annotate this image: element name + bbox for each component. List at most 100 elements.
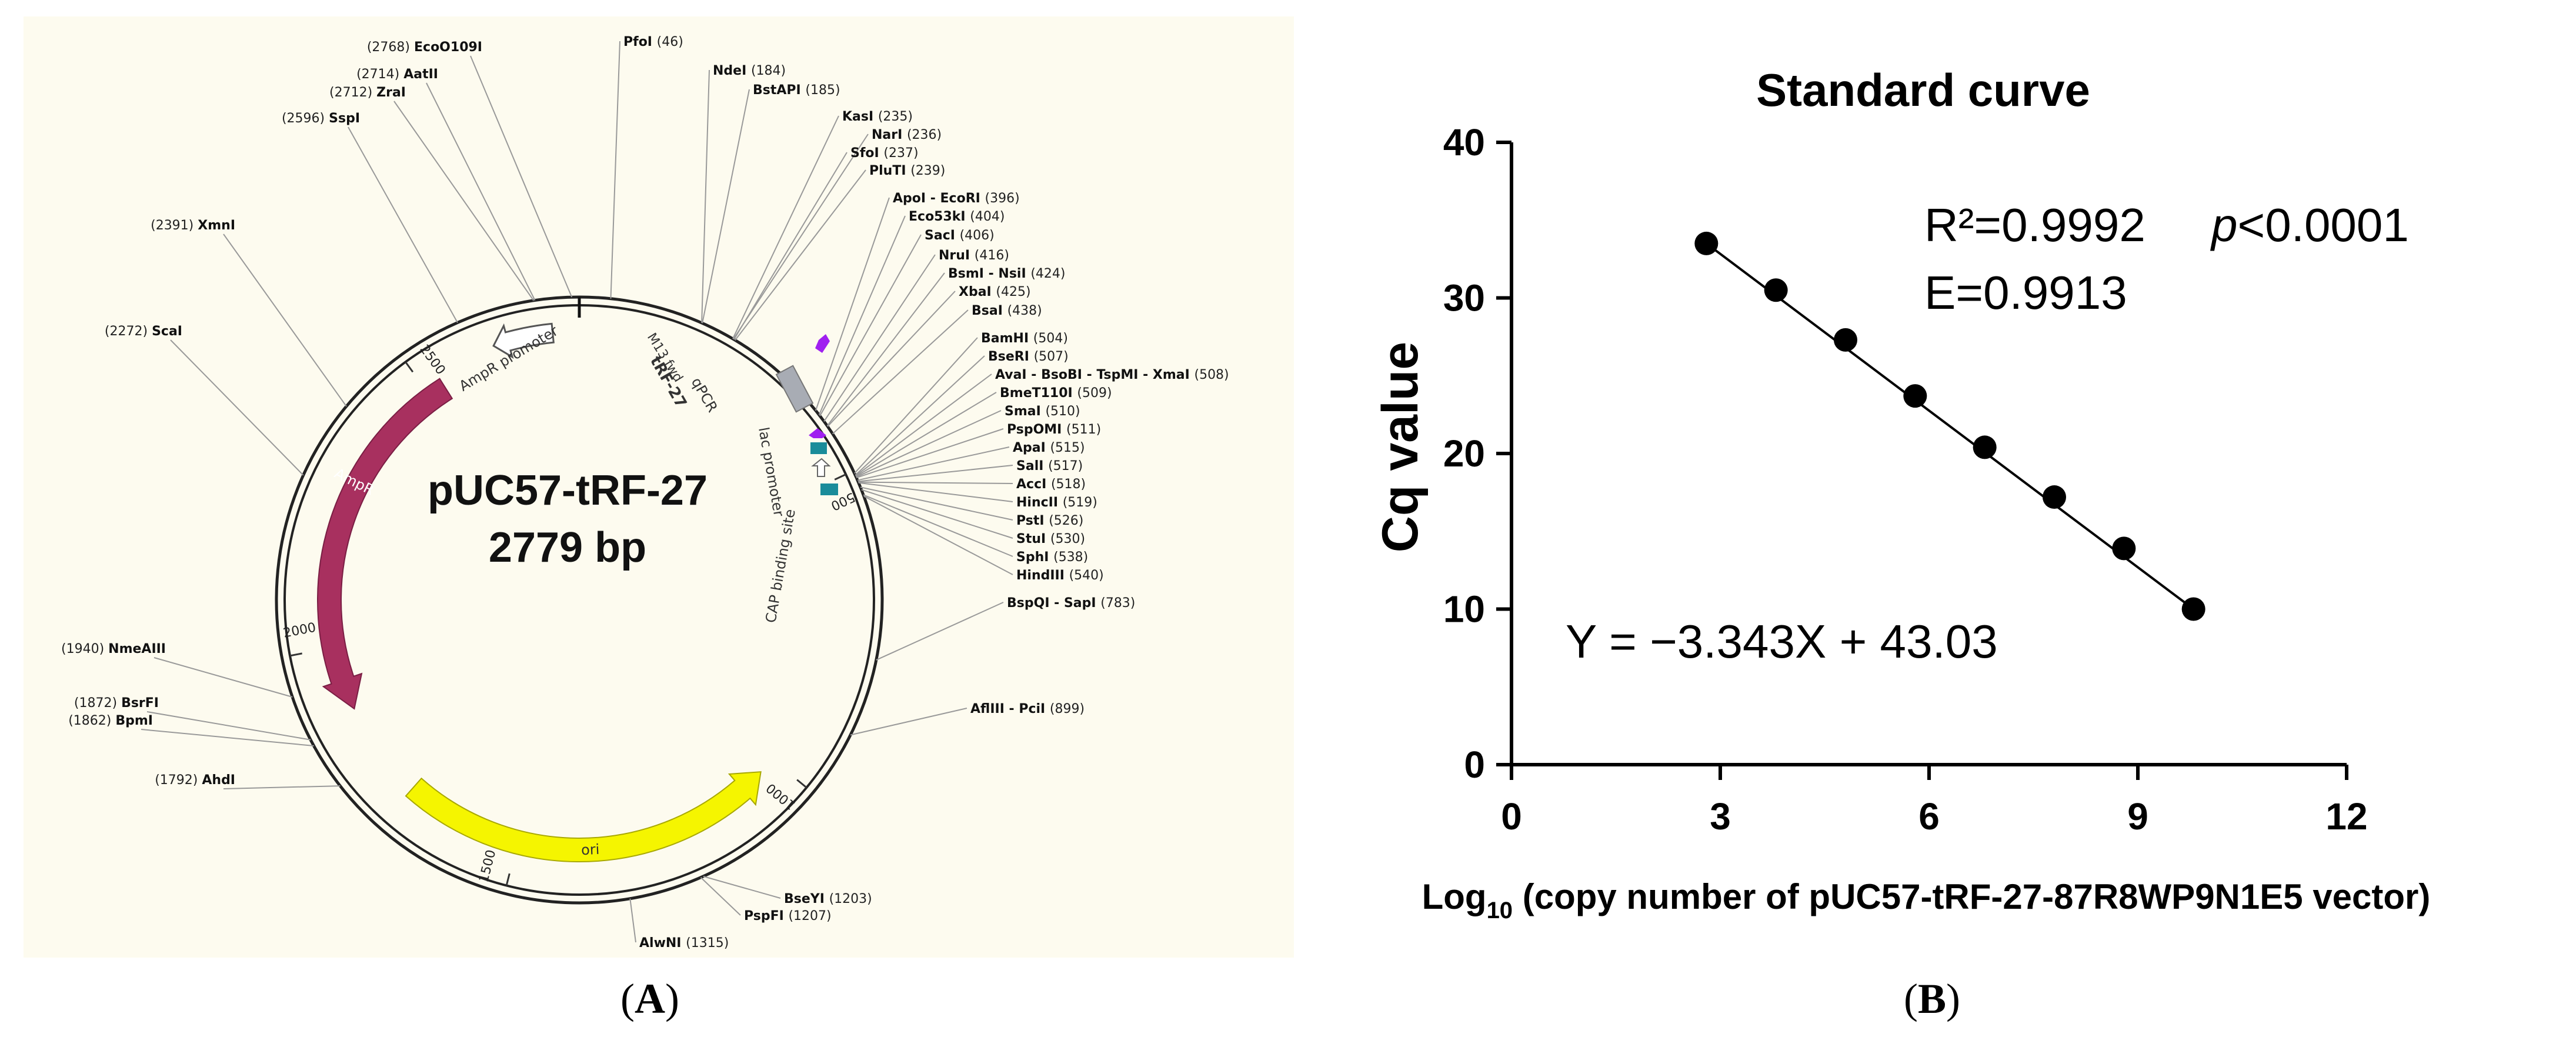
site-name: AvaI - BsoBI - TspMI - XmaI	[995, 368, 1194, 382]
site-position: (515)	[1050, 441, 1085, 455]
site-name: ZraI	[376, 85, 406, 100]
site-name: BseRI	[988, 349, 1034, 364]
site-position: (2712)	[329, 85, 376, 100]
leader-line	[170, 339, 304, 476]
data-point	[2181, 597, 2205, 621]
site-position: (438)	[1007, 304, 1042, 318]
leader-line	[393, 101, 535, 301]
leader-line	[701, 69, 710, 323]
site-name: SalI	[1016, 459, 1048, 474]
y-tick-label: 20	[1443, 432, 1485, 475]
site-position: (530)	[1050, 532, 1085, 546]
site-name: BspQI - SapI	[1007, 596, 1100, 611]
site-name: AflIII - PciI	[970, 702, 1050, 716]
site-label-right: AccI (518)	[1016, 477, 1086, 492]
site-position: (239)	[910, 164, 945, 178]
data-point	[1903, 384, 1927, 408]
site-name: SacI	[925, 228, 960, 243]
x-tick-label: 6	[1918, 795, 1940, 838]
site-label-right: AlwNI (1315)	[639, 936, 729, 951]
leader-line	[154, 657, 293, 698]
map-background	[24, 16, 1294, 958]
ori-feature	[405, 771, 762, 862]
site-name: AccI	[1016, 477, 1051, 492]
site-position: (509)	[1077, 386, 1112, 401]
site-name: XmnI	[198, 218, 235, 233]
site-name: BsrFI	[121, 696, 159, 711]
site-label-right: PstI (526)	[1016, 514, 1083, 528]
site-position: (1792)	[155, 773, 202, 788]
y-tick-label: 40	[1443, 121, 1485, 164]
site-label-right: BsmI - NsiI (424)	[948, 266, 1066, 281]
site-position: (526)	[1049, 514, 1083, 528]
site-label-left: (1940) NmeAIII	[61, 642, 166, 656]
x-tick-label: 12	[2325, 795, 2367, 838]
site-name: Eco53kI	[909, 209, 970, 224]
site-name: NruI	[939, 248, 975, 263]
site-name: BseYI	[784, 892, 829, 906]
data-point	[2043, 485, 2066, 509]
leader-line	[223, 785, 341, 789]
y-tick-label: 10	[1443, 588, 1485, 631]
leader-line	[348, 126, 458, 323]
leader-line	[141, 729, 314, 747]
site-position: (1207)	[788, 909, 831, 923]
site-name: ApoI - EcoRI	[893, 191, 985, 206]
site-position: (518)	[1051, 477, 1086, 492]
site-label-right: SmaI (510)	[1005, 404, 1080, 419]
p-symbol: p	[2210, 199, 2238, 251]
site-position: (2768)	[367, 40, 414, 55]
site-position: (1862)	[68, 713, 115, 728]
site-position: (899)	[1050, 702, 1085, 716]
site-label-right: BstAPI (185)	[753, 83, 840, 98]
site-position: (236)	[907, 128, 942, 142]
site-position: (2714)	[356, 67, 403, 82]
leader-line	[700, 877, 741, 916]
m13-fwd-feature	[815, 334, 830, 353]
site-label-right: BsaI (438)	[972, 304, 1042, 318]
leader-line	[863, 495, 1013, 575]
site-name: PfoI	[623, 35, 657, 49]
site-position: (540)	[1069, 568, 1104, 583]
site-name: BsmI - NsiI	[948, 266, 1030, 281]
site-position: (2272)	[105, 324, 152, 339]
chart-title: Standard curve	[1756, 64, 2090, 116]
site-position: (783)	[1100, 596, 1135, 611]
site-position: (1315)	[686, 936, 729, 951]
leader-line	[223, 234, 347, 407]
leader-line	[855, 355, 985, 476]
leader-line	[832, 309, 969, 435]
site-label-right: Eco53kI (404)	[909, 209, 1005, 224]
site-label-right: HindIII (540)	[1016, 568, 1104, 583]
site-label-right: PluTI (239)	[869, 164, 945, 178]
standard-curve-panel: Standard curve 0 3 6 9 12 0 10 20 30 40 Cq value…	[1329, 0, 2576, 1037]
site-name: BsaI	[972, 304, 1007, 318]
tick-mark	[405, 361, 414, 373]
panel-b-letter: B	[1918, 975, 1946, 1022]
site-name: ApaI	[1013, 441, 1050, 455]
plasmid-size: 2779 bp	[489, 524, 646, 571]
site-name: PspOMI	[1007, 422, 1066, 437]
x-tick-label: 9	[2127, 795, 2148, 838]
site-name: EcoO109I	[414, 40, 482, 55]
data-point	[1694, 231, 1719, 255]
site-label-right: BspQI - SapI (783)	[1007, 596, 1135, 611]
leader-line	[827, 291, 956, 427]
lac-promoter-arrow	[811, 458, 831, 477]
ampr-feature	[317, 378, 453, 710]
site-label-right: BseRI (507)	[988, 349, 1069, 364]
site-label-left: (1872) BsrFI	[74, 696, 159, 711]
regression-equation: Y = −3.343X + 43.03	[1566, 615, 1998, 668]
site-position: (425)	[996, 285, 1030, 299]
leader-line	[733, 134, 869, 340]
leader-line	[733, 152, 847, 340]
site-label-right: NarI (236)	[872, 128, 942, 142]
leader-line	[860, 486, 1013, 521]
leader-line	[629, 898, 636, 943]
site-name: SphI	[1016, 550, 1053, 565]
site-position: (2596)	[282, 111, 329, 126]
site-name: BpmI	[115, 713, 153, 728]
site-name: NmeAIII	[108, 642, 166, 656]
site-position: (416)	[975, 248, 1009, 263]
